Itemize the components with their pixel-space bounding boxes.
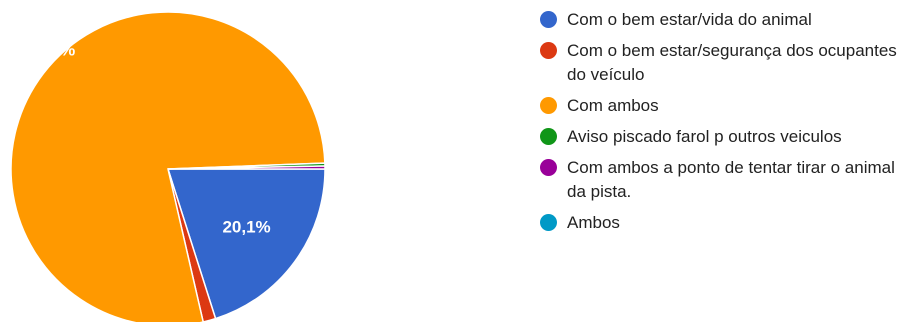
- legend-swatch-icon: [540, 11, 557, 28]
- legend-item-3: Aviso piscado farol p outros veiculos: [540, 125, 912, 149]
- legend: Com o bem estar/vida do animal Com o bem …: [540, 8, 912, 242]
- slice-value-label-0: 20,1%: [222, 217, 270, 236]
- pie-slice-1: [167, 168, 217, 322]
- legend-label: Com o bem estar/vida do animal: [567, 10, 812, 29]
- legend-swatch-icon: [540, 97, 557, 114]
- legend-swatch-icon: [540, 214, 557, 231]
- legend-label: Com ambos a ponto de tentar tirar o anim…: [567, 158, 895, 201]
- pie-slice-4: [167, 165, 326, 170]
- pie-slice-2: [10, 11, 326, 322]
- legend-item-5: Ambos: [540, 211, 912, 235]
- slice-value-label-2: 78%: [41, 40, 75, 59]
- legend-item-1: Com o bem estar/segurança dos ocupantes …: [540, 39, 912, 87]
- legend-swatch-icon: [540, 159, 557, 176]
- pie-slice-0: [166, 168, 326, 320]
- legend-label: Com o bem estar/segurança dos ocupantes …: [567, 41, 897, 84]
- legend-label: Com ambos: [567, 96, 659, 115]
- legend-item-2: Com ambos: [540, 94, 912, 118]
- legend-label: Ambos: [567, 213, 620, 232]
- legend-item-4: Com ambos a ponto de tentar tirar o anim…: [540, 156, 912, 204]
- legend-swatch-icon: [540, 128, 557, 145]
- pie-chart: 20,1% 78%: [10, 11, 326, 322]
- legend-swatch-icon: [540, 42, 557, 59]
- legend-label: Aviso piscado farol p outros veiculos: [567, 127, 842, 146]
- legend-item-0: Com o bem estar/vida do animal: [540, 8, 912, 32]
